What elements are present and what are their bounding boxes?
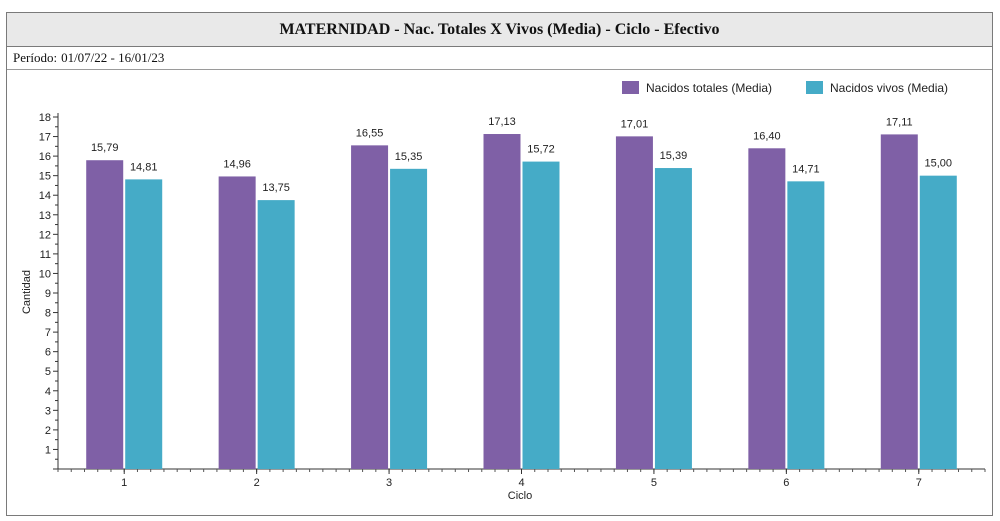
- x-axis-title: Ciclo: [508, 490, 532, 502]
- legend-swatch: [806, 81, 823, 94]
- y-tick-label: 9: [45, 288, 51, 300]
- y-tick-label: 2: [45, 425, 51, 437]
- data-label: 17,01: [621, 118, 649, 130]
- y-tick-label: 16: [39, 151, 51, 163]
- period-bar: Período: 01/07/22 - 16/01/23: [7, 47, 992, 70]
- x-tick-label: 7: [916, 477, 922, 489]
- y-tick-label: 3: [45, 405, 51, 417]
- y-tick-label: 4: [45, 386, 51, 398]
- bar: [483, 134, 521, 469]
- y-tick-label: 15: [39, 171, 51, 183]
- data-label: 16,40: [753, 130, 781, 142]
- bar: [351, 145, 389, 469]
- bar: [86, 160, 124, 469]
- data-label: 17,13: [488, 116, 516, 128]
- y-tick-label: 13: [39, 210, 51, 222]
- x-tick-label: 2: [254, 477, 260, 489]
- bar: [257, 200, 295, 469]
- data-label: 15,39: [660, 150, 688, 162]
- y-axis-title: Cantidad: [21, 270, 33, 314]
- legend-label: Nacidos totales (Media): [646, 81, 772, 95]
- x-tick-label: 6: [783, 477, 789, 489]
- y-tick-label: 5: [45, 366, 51, 378]
- y-tick-label: 10: [39, 268, 51, 280]
- period-value: 01/07/22 - 16/01/23: [61, 50, 165, 65]
- x-tick-label: 1: [121, 477, 127, 489]
- data-label: 13,75: [262, 182, 290, 194]
- bar: [125, 179, 163, 470]
- legend-label: Nacidos vivos (Media): [830, 81, 948, 95]
- period-label: Período:: [13, 50, 58, 65]
- bar: [919, 175, 957, 469]
- bar: [218, 176, 256, 469]
- x-tick-label: 5: [651, 477, 657, 489]
- bar: [615, 136, 653, 470]
- bar: [748, 148, 786, 470]
- data-label: 16,55: [356, 127, 384, 139]
- data-label: 15,00: [925, 158, 953, 170]
- data-label: 15,35: [395, 151, 423, 163]
- x-axis: 1 2 3 4 5 6 7: [57, 468, 986, 489]
- y-tick-label: 1: [45, 444, 51, 456]
- bar: [880, 134, 918, 469]
- bar: [390, 168, 428, 470]
- data-label: 14,81: [130, 161, 158, 173]
- data-label: 17,11: [886, 116, 913, 128]
- data-label: 15,72: [527, 144, 555, 156]
- legend: Nacidos totales (Media) Nacidos vivos (Me…: [622, 81, 948, 95]
- x-tick-label: 3: [386, 477, 392, 489]
- bar: [522, 161, 560, 469]
- bar: [654, 168, 692, 470]
- legend-swatch: [622, 81, 639, 94]
- y-tick-label: 8: [45, 308, 51, 320]
- y-tick-label: 18: [39, 112, 51, 124]
- x-tick-label: 4: [518, 477, 524, 489]
- report-title: MATERNIDAD - Nac. Totales X Vivos (Media…: [279, 20, 720, 38]
- y-tick-label: 11: [40, 249, 51, 261]
- bars: [86, 134, 957, 470]
- data-label: 15,79: [91, 142, 119, 154]
- y-tick-label: 14: [39, 190, 51, 202]
- y-tick-label: 12: [39, 229, 51, 241]
- y-tick-label: 7: [45, 327, 51, 339]
- report-title-bar: MATERNIDAD - Nac. Totales X Vivos (Media…: [7, 13, 992, 47]
- y-tick-label: 6: [45, 347, 51, 359]
- data-labels: 15,79 14,81 14,96 13,75 16,55 15,35 17,13 15,72…: [91, 116, 952, 194]
- bar: [787, 181, 825, 470]
- y-tick-label: 17: [39, 132, 51, 144]
- data-label: 14,71: [792, 163, 820, 175]
- data-label: 14,96: [223, 158, 251, 170]
